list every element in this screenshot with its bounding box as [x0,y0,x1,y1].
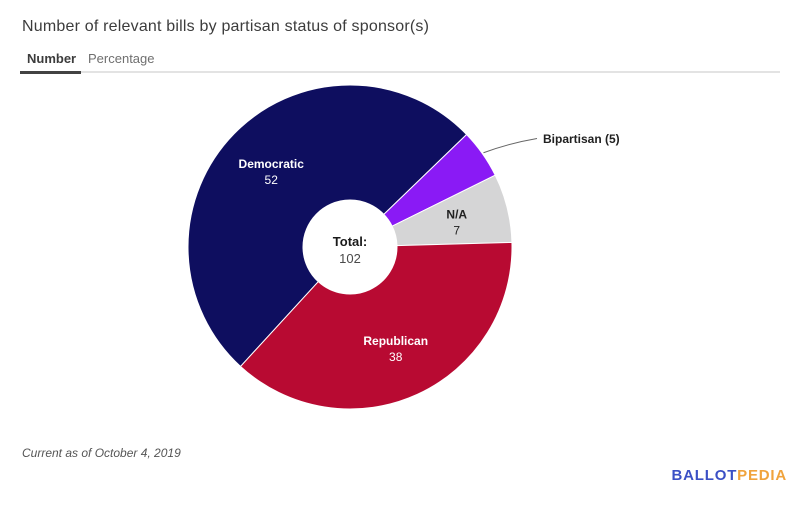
tab-percentage[interactable]: Percentage [88,51,155,66]
active-tab-indicator [20,71,81,74]
tab-number[interactable]: Number [27,51,77,66]
chart-label: Total: [333,234,367,249]
chart-label: 7 [453,223,460,237]
chart-label: N/A [446,207,467,221]
tab-divider [20,71,780,73]
chart-label: Bipartisan (5) [543,132,620,146]
chart-label: Democratic [239,157,305,171]
footnote: Current as of October 4, 2019 [22,446,181,460]
chart-label: 38 [389,350,403,364]
chart-label: 102 [339,251,361,266]
callout-line-bipartisan [483,138,538,154]
pie-slice-democratic[interactable] [187,84,468,367]
chart-label: 52 [265,173,279,187]
chart-title: Number of relevant bills by partisan sta… [22,18,430,35]
chart-label: Republican [363,334,428,348]
ballotpedia-logo: BALLOTPEDIA [672,467,787,484]
logo-pedia: PEDIA [737,467,787,484]
logo-ballot: BALLOT [671,467,738,484]
pie-slice-republican[interactable] [240,241,513,410]
